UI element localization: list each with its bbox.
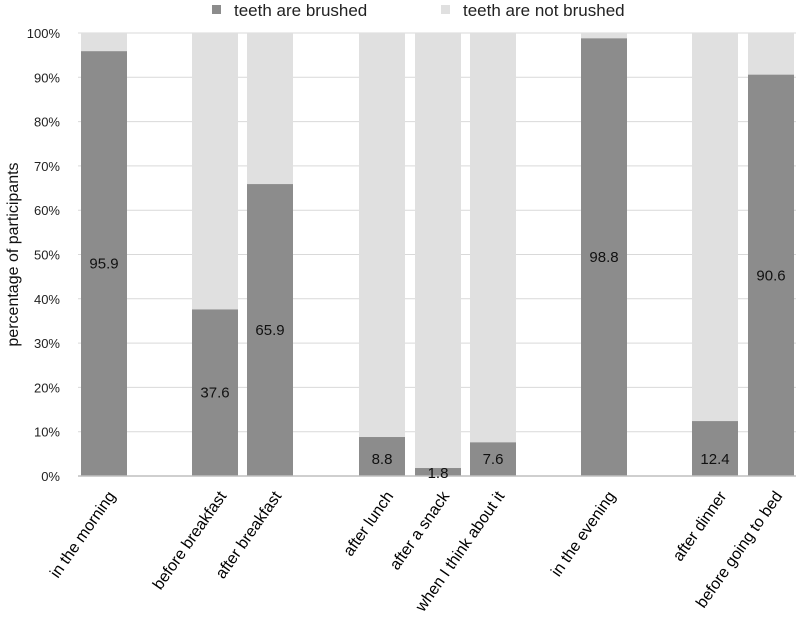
data-label: 1.8 <box>428 465 449 482</box>
bar-not-brushed <box>470 33 516 443</box>
bar-brushed <box>247 184 293 477</box>
bar-brushed <box>470 442 516 476</box>
bar-not-brushed <box>192 33 238 310</box>
y-tick-label: 70% <box>34 159 60 174</box>
bar-brushed <box>81 51 127 477</box>
bar-not-brushed <box>359 33 405 438</box>
y-tick-label: 0% <box>41 469 60 484</box>
data-labels: 95.9 37.6 65.9 8.8 1.8 7.6 98.8 12.4 90.6 <box>89 249 785 482</box>
bar-brushed <box>192 309 238 476</box>
y-axis-label: percentage of participants <box>5 162 22 346</box>
data-label: 98.8 <box>589 249 618 266</box>
bar-not-brushed <box>247 33 293 185</box>
legend-swatch-not-brushed <box>441 5 450 14</box>
bar-not-brushed <box>81 33 127 52</box>
y-tick-label: 80% <box>34 115 60 130</box>
y-tick-label: 100% <box>27 26 61 41</box>
bar-brushed <box>692 421 738 476</box>
bar-brushed <box>581 38 627 476</box>
y-tick-label: 40% <box>34 292 60 307</box>
y-tick-label: 50% <box>34 248 60 263</box>
y-axis-ticks: 0% 10% 20% 30% 40% 50% 60% 70% 80% 90% 100% <box>27 26 61 484</box>
category-label: in the morning <box>47 489 119 582</box>
legend-label-brushed: teeth are brushed <box>234 1 367 20</box>
legend: teeth are brushed teeth are not brushed <box>212 1 625 20</box>
bar-brushed <box>359 437 405 476</box>
y-tick-label: 30% <box>34 336 60 351</box>
bar-not-brushed <box>692 33 738 422</box>
bar-brushed <box>748 74 794 476</box>
legend-label-not-brushed: teeth are not brushed <box>463 1 625 20</box>
y-tick-label: 90% <box>34 70 60 85</box>
y-tick-label: 60% <box>34 203 60 218</box>
category-label: after lunch <box>340 489 397 560</box>
data-label: 90.6 <box>756 267 785 284</box>
category-label: after dinner <box>670 488 731 565</box>
legend-swatch-brushed <box>212 5 221 14</box>
y-tick-label: 20% <box>34 380 60 395</box>
data-label: 8.8 <box>372 451 393 468</box>
y-tick-label: 10% <box>34 425 60 440</box>
bar-not-brushed <box>581 33 627 39</box>
data-label: 12.4 <box>700 451 729 468</box>
bars <box>81 33 794 477</box>
data-label: 95.9 <box>89 256 118 273</box>
data-label: 65.9 <box>255 322 284 339</box>
bar-not-brushed <box>415 33 461 469</box>
bar-not-brushed <box>748 33 794 75</box>
bar-brushed <box>415 468 461 476</box>
data-label: 37.6 <box>200 385 229 402</box>
category-label: in the evening <box>548 489 619 580</box>
data-label: 7.6 <box>483 451 504 468</box>
